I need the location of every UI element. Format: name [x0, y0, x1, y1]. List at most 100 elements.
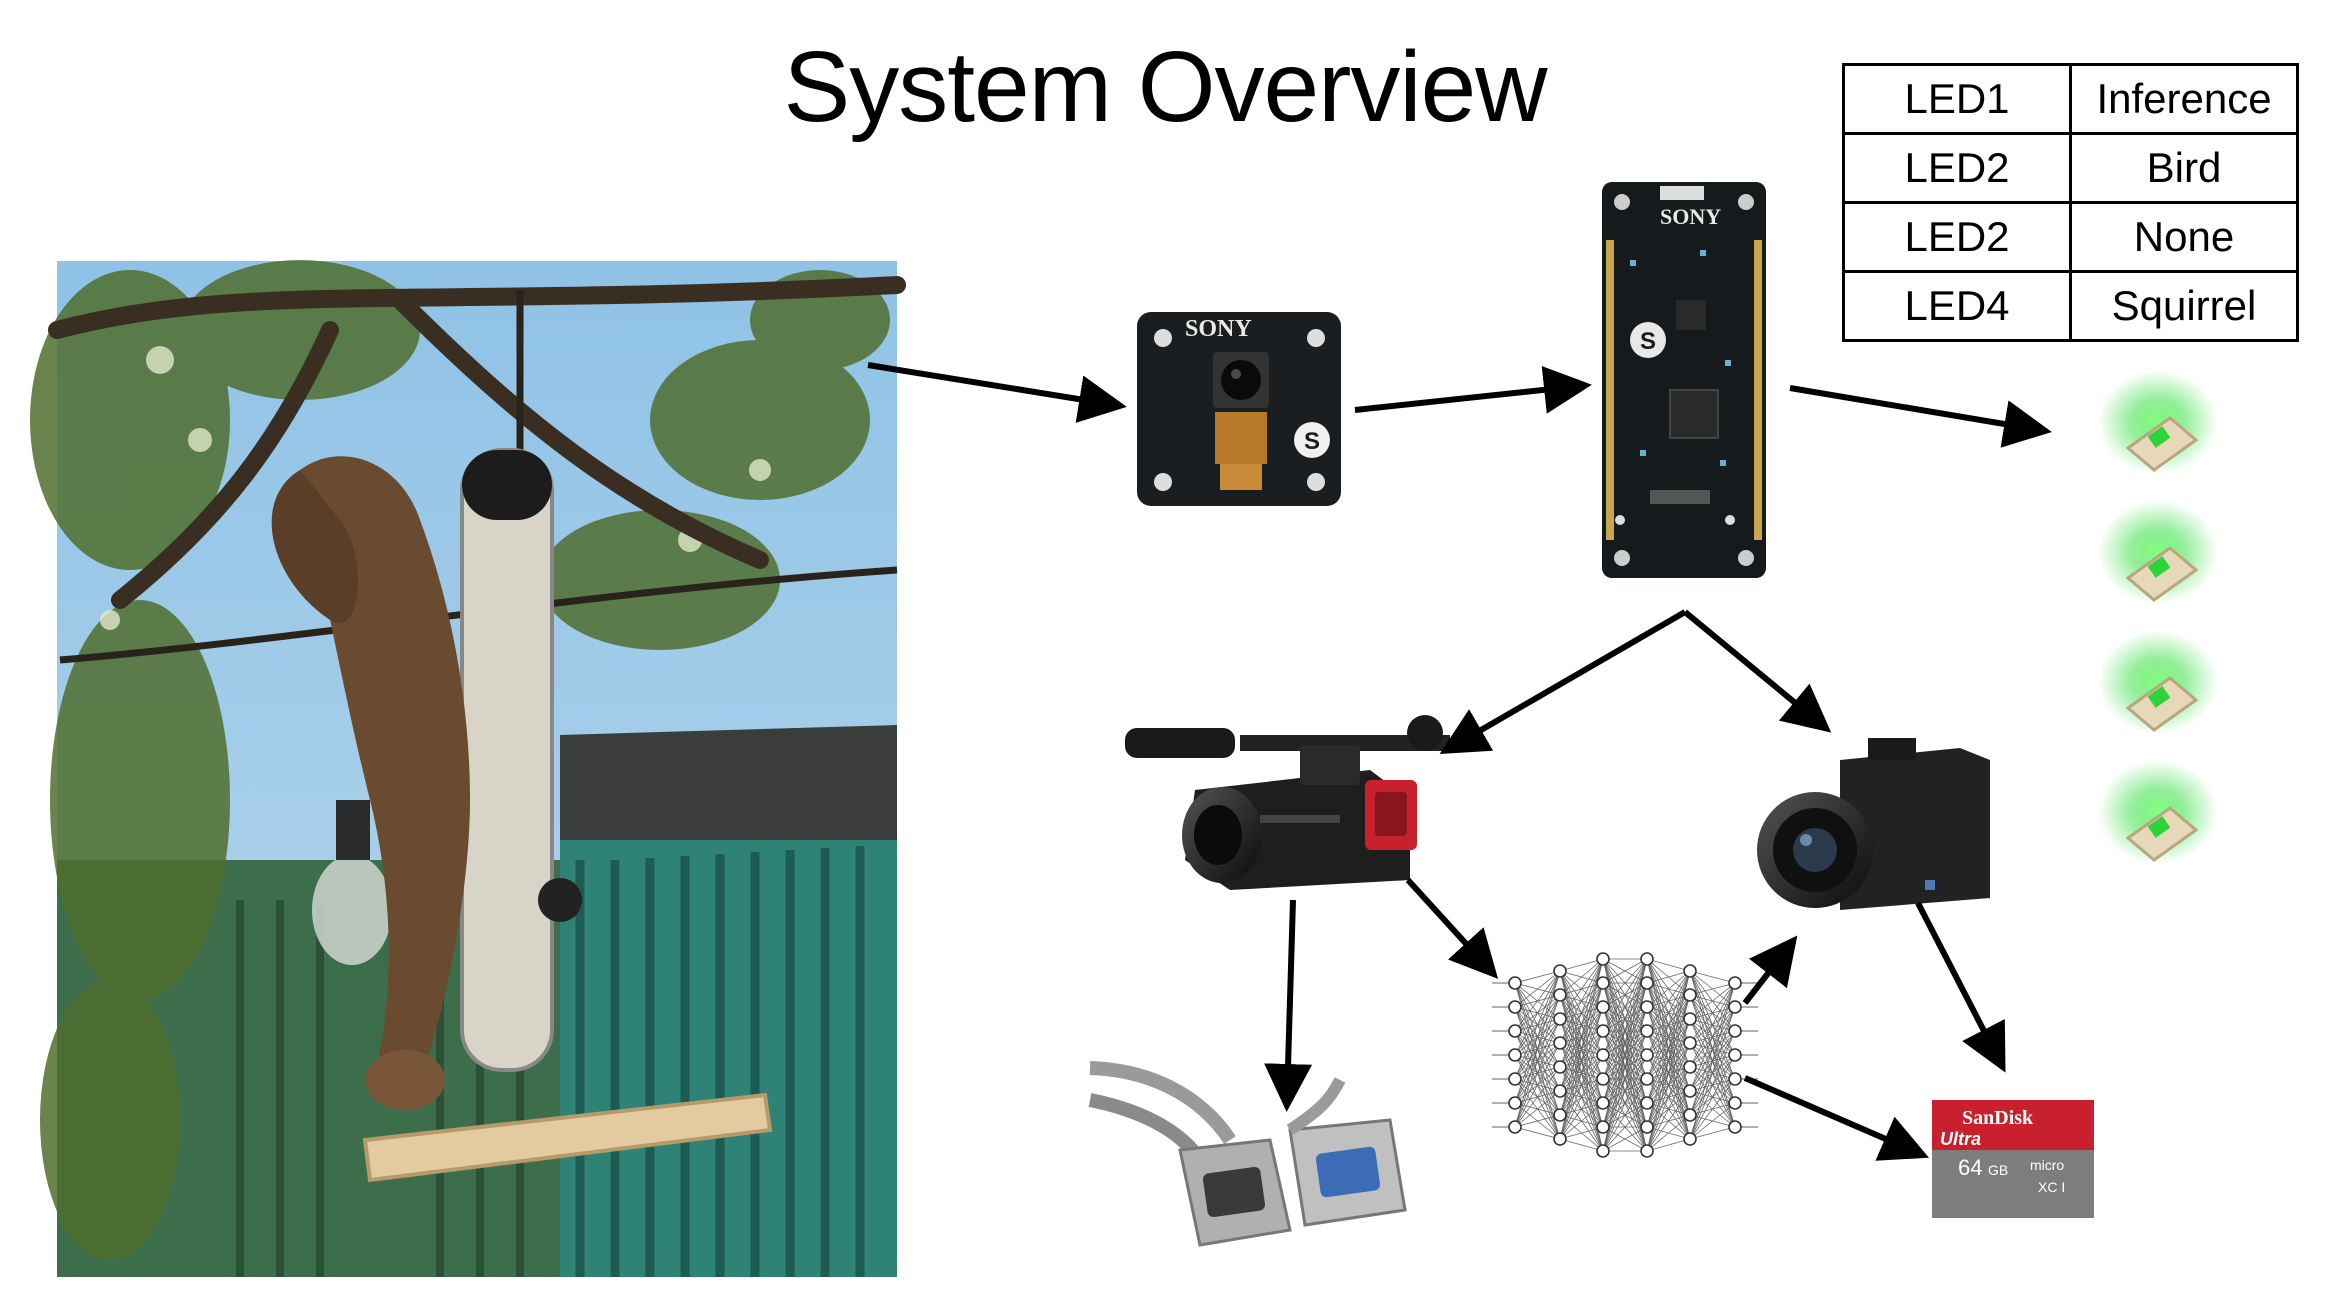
network-node: [1508, 976, 1522, 990]
sd-capacity-label: 64: [1958, 1155, 1982, 1180]
network-node: [1728, 1048, 1742, 1062]
page-title: System Overview: [783, 31, 1548, 143]
flow-arrows: [867, 362, 2052, 1161]
digital-camera: [1757, 738, 1990, 910]
sd-class-label: XC I: [2038, 1179, 2065, 1195]
network-edge: [1514, 1066, 1561, 1128]
network-edge: [1646, 970, 1691, 1128]
network-edge: [1646, 1114, 1691, 1152]
network-node: [1640, 976, 1654, 990]
network-node: [1728, 1024, 1742, 1038]
table-row: LED4 Squirrel: [1842, 270, 2299, 342]
network-node: [1596, 1048, 1610, 1062]
network-edge: [1559, 982, 1604, 1140]
network-node: [1683, 1036, 1697, 1050]
network-node: [1728, 1120, 1742, 1134]
network-edge: [1689, 982, 1736, 1020]
network-edge: [1559, 1054, 1604, 1140]
network-edge: [1646, 970, 1691, 984]
arrow-camcorder-to-serial: [1264, 899, 1313, 1112]
network-node: [1640, 1024, 1654, 1038]
sd-unit-label: GB: [1988, 1162, 2008, 1178]
network-edge: [1646, 970, 1691, 1056]
network-edge: [1559, 958, 1604, 1068]
network-node: [1640, 1000, 1654, 1014]
network-edge: [1514, 970, 1561, 1008]
sd-format-label: micro: [2030, 1157, 2064, 1173]
network-edge: [1559, 1126, 1604, 1140]
network-edge: [1602, 958, 1648, 1104]
network-edge: [1646, 994, 1691, 1152]
network-edge: [1514, 970, 1561, 1080]
network-edge: [1602, 1030, 1648, 1152]
network-edge: [1559, 1078, 1604, 1140]
meaning-cell: Inference: [2069, 63, 2299, 135]
network-edge: [1559, 958, 1604, 1044]
squirrel-feeder-photo: [30, 260, 906, 1277]
network-edge: [1689, 970, 1736, 984]
network-node: [1553, 964, 1567, 978]
network-edge: [1602, 1126, 1648, 1152]
arrow-photo-to-camera: [867, 362, 1127, 423]
network-edge: [1646, 970, 1691, 1080]
network-node: [1596, 1072, 1610, 1086]
led-3: [2098, 630, 2218, 734]
network-edge: [1689, 1030, 1736, 1140]
network-edge: [1689, 1102, 1736, 1140]
network-edge: [1514, 1126, 1561, 1140]
sd-card: SanDisk Ultra 64 GB micro XC I: [1932, 1100, 2094, 1218]
led-cell: LED4: [1842, 270, 2072, 342]
network-node: [1683, 1108, 1697, 1122]
meaning-cell: Squirrel: [2069, 270, 2299, 342]
led-2: [2098, 500, 2218, 604]
main-board: SONY S: [1602, 182, 1766, 578]
network-node: [1640, 1096, 1654, 1110]
network-node: [1640, 1120, 1654, 1134]
network-node: [1553, 1060, 1567, 1074]
network-node: [1508, 1072, 1522, 1086]
led-legend-table: LED1 Inference LED2 Bird LED2 None LED4 …: [1842, 63, 2299, 342]
network-node: [1596, 1144, 1610, 1158]
network-edge: [1602, 958, 1648, 1032]
network-node: [1728, 1000, 1742, 1014]
network-edge: [1559, 1030, 1604, 1140]
network-node: [1683, 1012, 1697, 1026]
network-edge: [1602, 982, 1648, 1152]
network-node: [1683, 1060, 1697, 1074]
table-row: LED2 None: [1842, 201, 2299, 273]
network-node: [1728, 976, 1742, 990]
meaning-cell: None: [2069, 201, 2299, 273]
network-edge: [1559, 958, 1604, 1116]
network-node: [1553, 988, 1567, 1002]
network-edge: [1602, 958, 1648, 984]
network-node: [1640, 952, 1654, 966]
network-node: [1683, 988, 1697, 1002]
network-edge: [1514, 1018, 1561, 1128]
network-edge: [1689, 982, 1736, 996]
network-node: [1640, 1072, 1654, 1086]
network-edge: [1646, 1138, 1691, 1152]
network-node: [1596, 976, 1610, 990]
network-edge: [1689, 982, 1736, 1044]
table-row: LED2 Bird: [1842, 132, 2299, 204]
network-edge: [1646, 1042, 1691, 1152]
network-edge: [1559, 958, 1604, 996]
network-node: [1640, 1144, 1654, 1158]
network-edge: [1646, 1018, 1691, 1152]
led-cell: LED1: [1842, 63, 2072, 135]
network-edge: [1514, 1042, 1561, 1128]
network-edge: [1514, 1090, 1561, 1128]
network-edge: [1689, 982, 1736, 1092]
network-node: [1553, 1036, 1567, 1050]
network-edge: [1514, 970, 1561, 1056]
network-node: [1553, 1012, 1567, 1026]
camcorder: [1125, 715, 1450, 890]
arrow-camcorder-to-network: [1405, 877, 1499, 979]
network-node: [1596, 1096, 1610, 1110]
network-node: [1508, 1096, 1522, 1110]
network-node: [1683, 1084, 1697, 1098]
network-node: [1728, 1072, 1742, 1086]
network-edge: [1646, 970, 1691, 1152]
sd-brand-label: SanDisk: [1962, 1107, 2034, 1129]
camera-logo-letter: S: [1304, 428, 1320, 455]
